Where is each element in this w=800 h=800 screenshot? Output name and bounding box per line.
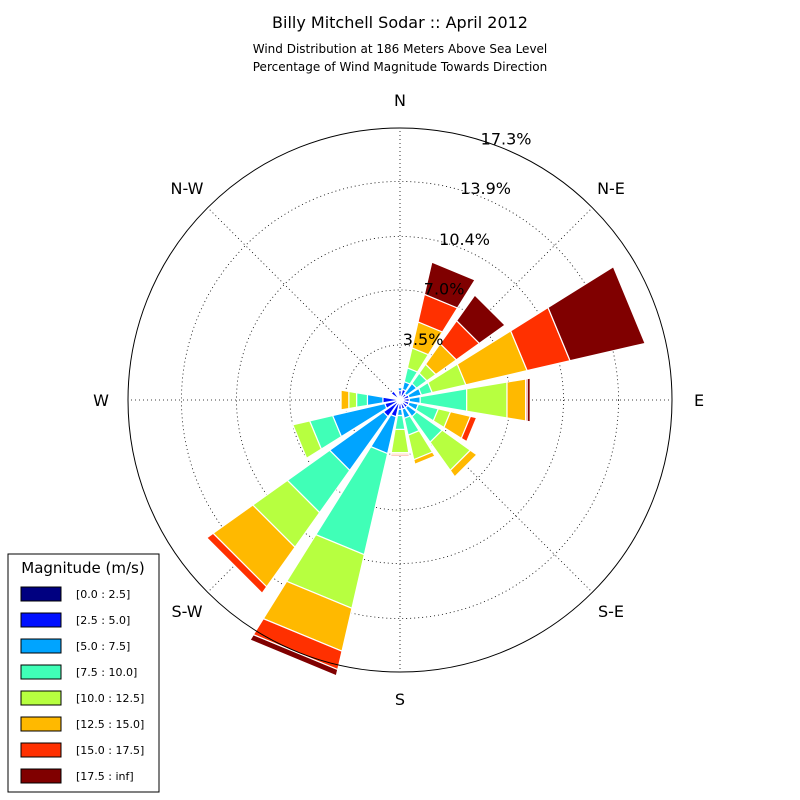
legend-swatch-3 xyxy=(20,664,62,680)
chart-subtitle-line1: Wind Distribution at 186 Meters Above Se… xyxy=(253,42,548,56)
wind-bar-dir270-bin3 xyxy=(355,392,369,408)
legend-label-5: [12.5 : 15.0] xyxy=(76,718,144,731)
grid-ring-4 xyxy=(181,181,619,619)
legend-swatch-6 xyxy=(20,742,62,758)
wind-bar-dir225-bin6 xyxy=(205,532,268,595)
direction-label-south-east: S-E xyxy=(598,602,624,621)
legend-label-3: [7.5 : 10.0] xyxy=(76,666,137,679)
wind-bar-dir90-bin7 xyxy=(526,377,531,423)
legend-swatch-4 xyxy=(20,690,62,706)
direction-label-north-east: N-E xyxy=(597,179,625,198)
legend-swatch-2 xyxy=(20,638,62,654)
legend-title: Magnitude (m/s) xyxy=(21,559,144,577)
legend-label-6: [15.0 : 17.5] xyxy=(76,744,144,757)
wind-bars xyxy=(205,261,646,677)
grid-ring-3 xyxy=(236,236,564,564)
wind-bar-dir247.5-bin4 xyxy=(291,420,323,460)
wind-bar-dir270-bin5 xyxy=(340,389,350,411)
legend: Magnitude (m/s) [0.0 : 2.5] [2.5 : 5.0] [5… xyxy=(7,553,160,793)
direction-label-north: N xyxy=(394,91,406,110)
legend-swatch-5 xyxy=(20,716,62,732)
wind-bar-dir337.5-bin0 xyxy=(397,396,401,401)
wind-bar-dir90-bin5 xyxy=(506,378,527,422)
radial-tick-label-4: 13.9% xyxy=(460,179,511,198)
wind-bar-dir202.5-bin7 xyxy=(249,633,339,677)
wind-bar-dir67.5-bin7 xyxy=(547,265,646,362)
wind-bar-dir22.5-bin7 xyxy=(423,261,476,309)
direction-label-east: E xyxy=(694,391,704,410)
legend-label-1: [2.5 : 5.0] xyxy=(76,614,130,627)
direction-label-west: W xyxy=(93,391,109,410)
radial-tick-label-3: 10.4% xyxy=(439,230,490,249)
wind-bar-dir180-bin6 xyxy=(389,453,411,457)
wind-bar-dir112.5-bin6 xyxy=(460,415,478,443)
legend-label-0: [0.0 : 2.5] xyxy=(76,588,130,601)
grid-spoke-315 xyxy=(207,207,401,401)
outer-ring xyxy=(127,127,673,673)
grid-spoke-45 xyxy=(399,207,593,401)
grid-spoke-135 xyxy=(399,399,593,593)
wind-bar-dir135-bin5 xyxy=(449,449,478,478)
legend-label-7: [17.5 : inf] xyxy=(76,770,134,783)
radial-tick-label-2: 7.0% xyxy=(424,279,465,298)
wind-bar-dir180-bin4 xyxy=(390,428,410,454)
chart-title: Billy Mitchell Sodar :: April 2012 xyxy=(272,13,528,32)
wind-bar-dir157.5-bin5 xyxy=(413,451,436,466)
legend-label-2: [5.0 : 7.5] xyxy=(76,640,130,653)
direction-label-south: S xyxy=(395,690,405,709)
wind-bar-dir45-bin7 xyxy=(455,294,506,345)
legend-swatch-7 xyxy=(20,768,62,784)
wind-bar-dir270-bin4 xyxy=(348,390,358,410)
legend-swatch-1 xyxy=(20,612,62,628)
legend-swatch-0 xyxy=(20,586,62,602)
wind-bar-dir315-bin1 xyxy=(390,390,399,399)
polar-outline xyxy=(127,127,673,673)
legend-label-4: [10.0 : 12.5] xyxy=(76,692,144,705)
direction-label-north-west: N-W xyxy=(171,179,204,198)
direction-label-south-west: S-W xyxy=(171,602,202,621)
chart-subtitle-line2: Percentage of Wind Magnitude Towards Dir… xyxy=(253,60,547,74)
radial-tick-label-5: 17.3% xyxy=(481,130,532,149)
wind-bar-dir0-bin2 xyxy=(397,386,403,392)
wind-bar-dir90-bin4 xyxy=(466,381,508,419)
wind-bar-dir270-bin2 xyxy=(366,393,384,407)
radial-tick-labels: 3.5% 7.0% 10.4% 13.9% 17.3% xyxy=(403,130,532,350)
radial-tick-label-1: 3.5% xyxy=(403,330,444,349)
